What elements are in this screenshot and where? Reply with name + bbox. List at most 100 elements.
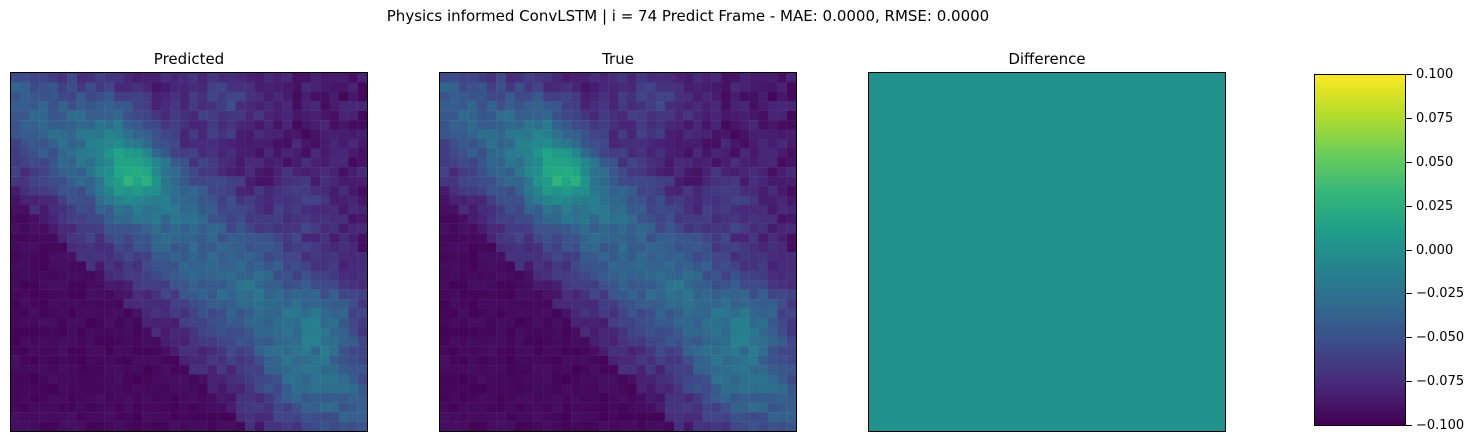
- heatmap-cell: [767, 289, 778, 300]
- heatmap-cell: [552, 204, 562, 215]
- heatmap-cell: [207, 176, 218, 187]
- heatmap-cell: [505, 261, 516, 272]
- heatmap-cell: [263, 167, 274, 177]
- heatmap-cell: [589, 308, 600, 319]
- heatmap-cell: [198, 270, 208, 281]
- difference-fill: [869, 73, 1225, 431]
- heatmap-cell: [486, 336, 497, 347]
- heatmap-cell: [767, 355, 778, 366]
- heatmap-cell: [20, 299, 30, 309]
- heatmap-cell: [458, 223, 469, 234]
- heatmap-cell: [85, 91, 96, 102]
- heatmap-cell: [357, 148, 367, 158]
- heatmap-cell: [646, 101, 656, 111]
- heatmap-cell: [730, 138, 740, 149]
- heatmap-cell: [207, 346, 218, 356]
- predicted-heatmap-canvas: [11, 73, 367, 431]
- heatmap-cell: [721, 214, 731, 224]
- colorbar-tick-label: 0.025: [1416, 198, 1454, 214]
- heatmap-cell: [273, 393, 283, 403]
- heatmap-cell: [76, 346, 87, 356]
- heatmap-cell: [263, 327, 274, 337]
- heatmap-cell: [198, 148, 208, 158]
- heatmap-cell: [758, 214, 769, 224]
- heatmap-cell: [20, 261, 30, 272]
- heatmap-cell: [589, 365, 600, 375]
- heatmap-cell: [104, 374, 115, 385]
- heatmap-cell: [29, 421, 40, 431]
- heatmap-cell: [524, 101, 534, 111]
- heatmap-cell: [711, 308, 722, 319]
- heatmap-cell: [95, 402, 105, 413]
- heatmap-cell: [329, 393, 340, 403]
- heatmap-cell: [179, 383, 190, 394]
- heatmap-cell: [486, 374, 497, 385]
- heatmap-cell: [721, 195, 731, 206]
- heatmap-cell: [440, 317, 450, 328]
- heatmap-cell: [458, 195, 469, 206]
- heatmap-cell: [48, 233, 59, 243]
- heatmap-cell: [226, 289, 237, 300]
- heatmap-cell: [636, 110, 647, 121]
- heatmap-cell: [674, 346, 684, 356]
- heatmap-cell: [207, 167, 218, 177]
- heatmap-cell: [655, 336, 666, 347]
- heatmap-cell: [114, 252, 124, 262]
- heatmap-cell: [301, 242, 311, 253]
- heatmap-cell: [664, 214, 675, 224]
- heatmap-cell: [674, 299, 684, 309]
- heatmap-cell: [655, 393, 666, 403]
- heatmap-cell: [282, 355, 293, 366]
- heatmap-cell: [608, 317, 619, 328]
- heatmap-cell: [543, 138, 553, 149]
- heatmap-cell: [674, 91, 684, 102]
- heatmap-cell: [170, 308, 180, 319]
- heatmap-cell: [468, 186, 478, 196]
- heatmap-cell: [104, 73, 115, 83]
- heatmap-cell: [198, 101, 208, 111]
- heatmap-cell: [758, 110, 769, 121]
- heatmap-cell: [235, 73, 246, 83]
- heatmap-cell: [310, 148, 321, 158]
- heatmap-cell: [76, 186, 87, 196]
- heatmap-cell: [496, 129, 506, 140]
- heatmap-cell: [189, 421, 199, 431]
- heatmap-cell: [449, 138, 459, 149]
- heatmap-cell: [85, 129, 96, 140]
- heatmap-cell: [599, 365, 609, 375]
- heatmap-cell: [477, 365, 488, 375]
- heatmap-cell: [235, 280, 246, 290]
- heatmap-cell: [496, 336, 506, 347]
- heatmap-cell: [48, 223, 59, 234]
- heatmap-cell: [458, 421, 469, 431]
- heatmap-cell: [580, 393, 591, 403]
- heatmap-cell: [263, 252, 274, 262]
- heatmap-cell: [468, 421, 478, 431]
- heatmap-cell: [217, 374, 227, 385]
- heatmap-cell: [179, 336, 190, 347]
- heatmap-cell: [533, 148, 544, 158]
- heatmap-cell: [664, 261, 675, 272]
- heatmap-cell: [357, 383, 367, 394]
- heatmap-cell: [226, 204, 237, 215]
- heatmap-cell: [739, 223, 750, 234]
- heatmap-cell: [348, 148, 358, 158]
- heatmap-cell: [357, 176, 367, 187]
- heatmap-cell: [235, 299, 246, 309]
- heatmap-cell: [95, 261, 105, 272]
- heatmap-cell: [458, 412, 469, 422]
- heatmap-cell: [692, 214, 703, 224]
- heatmap-cell: [20, 223, 30, 234]
- heatmap-cell: [692, 289, 703, 300]
- heatmap-cell: [496, 365, 506, 375]
- heatmap-cell: [301, 421, 311, 431]
- heatmap-cell: [142, 186, 152, 196]
- heatmap-cell: [711, 101, 722, 111]
- heatmap-cell: [151, 204, 162, 215]
- heatmap-cell: [39, 383, 49, 394]
- heatmap-cell: [338, 346, 349, 356]
- heatmap-cell: [543, 129, 553, 140]
- heatmap-cell: [67, 73, 77, 83]
- heatmap-cell: [533, 233, 544, 243]
- heatmap-cell: [226, 73, 237, 83]
